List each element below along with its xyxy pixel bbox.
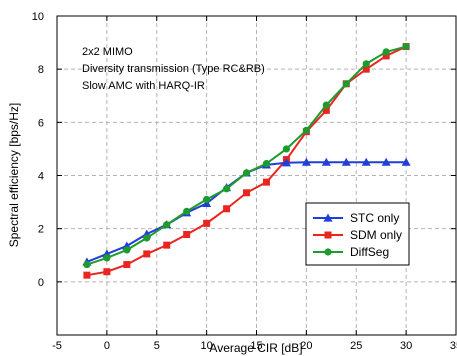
data-point-diffseg bbox=[203, 195, 211, 204]
y-axis-label: Spectral efficiency [bps/Hz] bbox=[7, 103, 21, 248]
data-point-diffseg bbox=[342, 80, 350, 88]
data-point-diffseg bbox=[242, 169, 251, 177]
legend-label-stc-only: STC only bbox=[350, 211, 399, 225]
data-point-sdm-only bbox=[103, 268, 111, 276]
axis-ticks bbox=[56, 15, 457, 335]
y-tick-label: 0 bbox=[38, 277, 44, 289]
legend-label-sdm-only: SDM only bbox=[350, 228, 402, 242]
y-tick-label: 8 bbox=[38, 64, 44, 76]
data-point-diffseg bbox=[143, 234, 151, 242]
legend-marker-sdm-only bbox=[324, 231, 332, 239]
x-tick-label: 30 bbox=[400, 340, 412, 352]
annotation-amc: Slow AMC with HARQ-IR bbox=[82, 80, 205, 92]
data-point-sdm-only bbox=[143, 250, 151, 258]
data-point-stc-only bbox=[281, 158, 291, 167]
data-point-sdm-only bbox=[322, 106, 330, 114]
legend-item-stc-only: STC only bbox=[313, 211, 399, 225]
data-point-diffseg bbox=[302, 126, 310, 134]
y-tick-label: 10 bbox=[32, 11, 44, 23]
data-point-diffseg bbox=[163, 221, 171, 229]
data-point-diffseg bbox=[282, 145, 291, 153]
data-point-diffseg bbox=[382, 48, 390, 56]
y-tick-label: 6 bbox=[38, 117, 44, 129]
data-point-diffseg bbox=[83, 260, 91, 269]
legend-item-diffseg: DiffSeg bbox=[313, 245, 389, 259]
x-axis-label: Average CIR [dB] bbox=[209, 341, 302, 355]
data-point-sdm-only bbox=[83, 271, 91, 279]
data-point-diffseg bbox=[222, 185, 231, 193]
data-point-sdm-only bbox=[362, 65, 370, 73]
x-tick-label: 0 bbox=[104, 340, 110, 352]
data-point-diffseg bbox=[362, 60, 370, 68]
x-tick-label: 15 bbox=[250, 340, 262, 352]
x-tick-label: 20 bbox=[300, 340, 312, 352]
data-point-diffseg bbox=[402, 42, 410, 51]
data-point-stc-only bbox=[401, 157, 411, 166]
data-point-stc-only bbox=[381, 157, 391, 166]
annotation-diversity: Diversity transmission (Type RC&RB) bbox=[82, 63, 265, 75]
data-point-sdm-only bbox=[183, 231, 191, 239]
legend-marker-stc-only bbox=[323, 213, 333, 222]
annotation-mimo: 2x2 MIMO bbox=[82, 46, 133, 58]
data-point-diffseg bbox=[123, 246, 131, 254]
y-tick-label: 2 bbox=[38, 224, 44, 236]
data-point-sdm-only bbox=[223, 205, 231, 213]
data-point-sdm-only bbox=[123, 261, 131, 269]
data-point-sdm-only bbox=[382, 52, 390, 60]
y-tick-labels: 0 2 4 6 8 10 bbox=[32, 11, 44, 289]
x-tick-label: 35 bbox=[450, 340, 457, 352]
x-tick-label: 5 bbox=[154, 340, 160, 352]
legend-label-diffseg: DiffSeg bbox=[350, 245, 389, 259]
data-point-diffseg bbox=[103, 254, 111, 262]
data-point-stc-only bbox=[361, 157, 371, 166]
x-tick-label: 10 bbox=[201, 340, 213, 352]
y-tick-label: 4 bbox=[38, 171, 44, 183]
data-point-diffseg bbox=[262, 159, 271, 168]
data-point-stc-only bbox=[321, 157, 331, 166]
data-point-sdm-only bbox=[163, 241, 171, 249]
data-point-sdm-only bbox=[203, 219, 211, 227]
data-point-stc-only bbox=[341, 157, 351, 166]
data-point-diffseg bbox=[322, 101, 330, 109]
data-point-sdm-only bbox=[243, 189, 251, 197]
x-tick-label: -5 bbox=[52, 340, 62, 352]
legend: STC only SDM only DiffSeg bbox=[305, 202, 410, 266]
data-point-stc-only bbox=[301, 157, 311, 166]
data-point-diffseg bbox=[183, 207, 191, 215]
series-diffseg bbox=[83, 42, 410, 269]
legend-marker-diffseg bbox=[324, 248, 332, 256]
data-point-sdm-only bbox=[262, 178, 270, 186]
series-layer bbox=[82, 42, 411, 279]
legend-item-sdm-only: SDM only bbox=[313, 228, 402, 242]
x-tick-labels: -5 0 5 10 15 20 25 30 35 bbox=[52, 340, 457, 352]
x-tick-label: 25 bbox=[350, 340, 362, 352]
